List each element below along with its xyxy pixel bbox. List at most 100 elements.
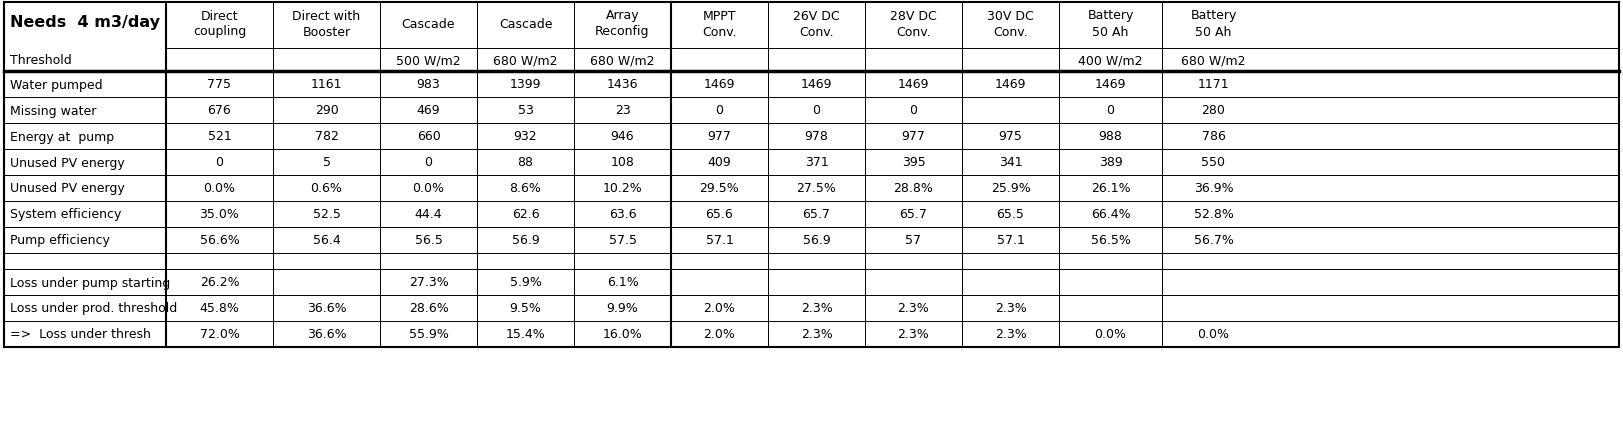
Text: 0.0%: 0.0% (412, 182, 445, 195)
Text: 57: 57 (906, 234, 922, 247)
Text: 983: 983 (417, 78, 440, 91)
Text: 521: 521 (208, 130, 232, 143)
Text: 409: 409 (708, 156, 732, 169)
Text: 1171: 1171 (1198, 78, 1229, 91)
Text: 975: 975 (998, 130, 1022, 143)
Text: 371: 371 (805, 156, 828, 169)
Text: 0.0%: 0.0% (1094, 328, 1126, 341)
Text: System efficiency: System efficiency (10, 208, 122, 221)
Text: Missing water: Missing water (10, 104, 96, 117)
Text: 5.9%: 5.9% (510, 276, 542, 289)
Text: 26.1%: 26.1% (1091, 182, 1130, 195)
Text: 28.8%: 28.8% (894, 182, 933, 195)
Text: 56.7%: 56.7% (1193, 234, 1233, 247)
Text: Unused PV energy: Unused PV energy (10, 182, 125, 195)
Text: 977: 977 (901, 130, 925, 143)
Text: 977: 977 (708, 130, 732, 143)
Text: 10.2%: 10.2% (602, 182, 643, 195)
Text: 2.3%: 2.3% (995, 302, 1026, 315)
Text: 52.5: 52.5 (313, 208, 341, 221)
Text: Battery
50 Ah: Battery 50 Ah (1190, 9, 1237, 38)
Text: 8.6%: 8.6% (510, 182, 542, 195)
Text: 56.9: 56.9 (803, 234, 831, 247)
Text: 9.9%: 9.9% (607, 302, 638, 315)
Text: 16.0%: 16.0% (602, 328, 643, 341)
Text: 2.3%: 2.3% (800, 302, 833, 315)
Text: 775: 775 (208, 78, 232, 91)
Text: Cascade: Cascade (498, 17, 552, 30)
Text: Water pumped: Water pumped (10, 78, 102, 91)
Text: 680 W/m2: 680 W/m2 (591, 55, 654, 67)
Text: 978: 978 (805, 130, 828, 143)
Text: 932: 932 (514, 130, 537, 143)
Text: 27.3%: 27.3% (409, 276, 448, 289)
Text: 26.2%: 26.2% (200, 276, 239, 289)
Text: 280: 280 (1201, 104, 1225, 117)
Text: 108: 108 (610, 156, 635, 169)
Text: 0.6%: 0.6% (310, 182, 342, 195)
Text: 400 W/m2: 400 W/m2 (1078, 55, 1143, 67)
Text: 26V DC
Conv.: 26V DC Conv. (794, 9, 839, 38)
Text: 550: 550 (1201, 156, 1225, 169)
Text: Loss under prod. threshold: Loss under prod. threshold (10, 302, 177, 315)
Text: 55.9%: 55.9% (409, 328, 448, 341)
Text: 57.1: 57.1 (706, 234, 734, 247)
Text: 946: 946 (610, 130, 635, 143)
Text: 6.1%: 6.1% (607, 276, 638, 289)
Text: 28V DC
Conv.: 28V DC Conv. (889, 9, 936, 38)
Text: 63.6: 63.6 (609, 208, 636, 221)
Text: 1399: 1399 (510, 78, 540, 91)
Text: 65.6: 65.6 (706, 208, 734, 221)
Text: 782: 782 (315, 130, 339, 143)
Text: 72.0%: 72.0% (200, 328, 240, 341)
Text: 395: 395 (902, 156, 925, 169)
Text: Energy at  pump: Energy at pump (10, 130, 114, 143)
Text: 56.5%: 56.5% (1091, 234, 1131, 247)
Text: 30V DC
Conv.: 30V DC Conv. (987, 9, 1034, 38)
Text: 5: 5 (323, 156, 331, 169)
Text: 57.5: 57.5 (609, 234, 636, 247)
Text: Loss under pump starting: Loss under pump starting (10, 276, 170, 289)
Text: Unused PV energy: Unused PV energy (10, 156, 125, 169)
Text: 53: 53 (518, 104, 534, 117)
Text: 44.4: 44.4 (415, 208, 443, 221)
Text: 36.6%: 36.6% (307, 302, 346, 315)
Text: 23: 23 (615, 104, 630, 117)
Text: Battery
50 Ah: Battery 50 Ah (1087, 9, 1134, 38)
Text: Pump efficiency: Pump efficiency (10, 234, 110, 247)
Text: 1436: 1436 (607, 78, 638, 91)
Text: 65.7: 65.7 (899, 208, 927, 221)
Text: =>  Loss under thresh: => Loss under thresh (10, 328, 151, 341)
Text: 56.6%: 56.6% (200, 234, 239, 247)
Text: 2.3%: 2.3% (898, 328, 930, 341)
Text: 500 W/m2: 500 W/m2 (396, 55, 461, 67)
Text: 389: 389 (1099, 156, 1123, 169)
Text: Direct with
Booster: Direct with Booster (292, 9, 360, 38)
Text: Direct
coupling: Direct coupling (193, 9, 247, 38)
Text: 36.9%: 36.9% (1193, 182, 1233, 195)
Text: 25.9%: 25.9% (990, 182, 1031, 195)
Text: 52.8%: 52.8% (1193, 208, 1233, 221)
Text: 988: 988 (1099, 130, 1123, 143)
Text: 2.3%: 2.3% (800, 328, 833, 341)
Text: 15.4%: 15.4% (506, 328, 545, 341)
Text: MPPT
Conv.: MPPT Conv. (703, 9, 737, 38)
Text: 88: 88 (518, 156, 534, 169)
Text: 56.5: 56.5 (414, 234, 443, 247)
Text: 2.0%: 2.0% (703, 328, 735, 341)
Text: 1469: 1469 (995, 78, 1026, 91)
Text: 1469: 1469 (1096, 78, 1126, 91)
Text: 35.0%: 35.0% (200, 208, 240, 221)
Text: Threshold: Threshold (10, 55, 71, 67)
Text: 57.1: 57.1 (997, 234, 1024, 247)
Text: 0: 0 (216, 156, 224, 169)
Text: 2.3%: 2.3% (898, 302, 930, 315)
Text: 36.6%: 36.6% (307, 328, 346, 341)
Text: 1469: 1469 (704, 78, 735, 91)
Text: 2.0%: 2.0% (703, 302, 735, 315)
Text: 1161: 1161 (310, 78, 342, 91)
Text: Array
Reconfig: Array Reconfig (596, 9, 649, 38)
Text: 28.6%: 28.6% (409, 302, 448, 315)
Text: 0: 0 (425, 156, 432, 169)
Text: 0: 0 (1107, 104, 1115, 117)
